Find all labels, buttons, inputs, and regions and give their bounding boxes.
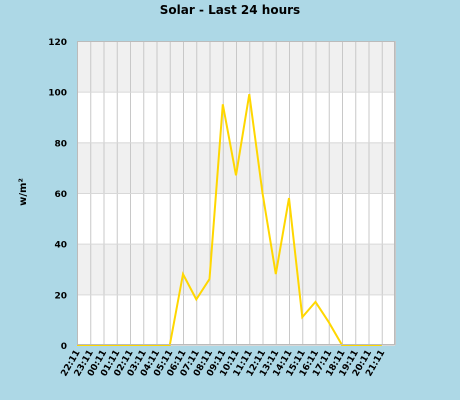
y-tick-label: 0 (61, 342, 67, 352)
y-tick-label: 80 (54, 139, 67, 149)
y-tick-label: 120 (48, 38, 67, 48)
plot-area: 02040608010012022:1123:1100:1101:1102:11… (48, 38, 396, 378)
y-axis-label: w/m² (18, 178, 29, 206)
y-tick-label: 20 (54, 291, 67, 301)
plot-border (77, 41, 395, 345)
y-tick-label: 40 (54, 241, 67, 251)
y-tick-label: 100 (48, 89, 67, 99)
chart-title: Solar - Last 24 hours (160, 3, 300, 17)
y-tick-label: 60 (54, 190, 67, 200)
